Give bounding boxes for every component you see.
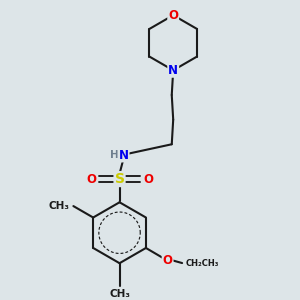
Text: N: N xyxy=(118,148,129,161)
Text: O: O xyxy=(163,254,172,267)
Text: S: S xyxy=(115,172,124,186)
Text: O: O xyxy=(86,172,96,186)
Text: O: O xyxy=(143,172,153,186)
Text: CH₃: CH₃ xyxy=(109,289,130,299)
Text: O: O xyxy=(168,9,178,22)
Text: H: H xyxy=(110,150,119,160)
Text: N: N xyxy=(168,64,178,77)
Text: CH₃: CH₃ xyxy=(49,201,70,211)
Text: CH₂CH₃: CH₂CH₃ xyxy=(186,259,219,268)
